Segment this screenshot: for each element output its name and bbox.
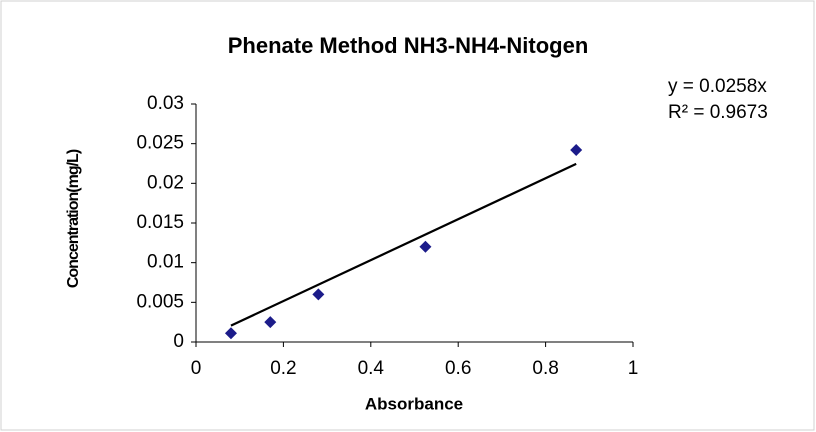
x-tick-label: 0.8 xyxy=(532,358,558,379)
x-tick-label: 0.4 xyxy=(358,358,385,379)
y-tick-label: 0.01 xyxy=(147,252,184,273)
y-tick-label: 0.02 xyxy=(147,172,184,193)
data-point xyxy=(419,240,432,253)
x-tick-label: 0 xyxy=(191,358,202,379)
y-tick-label: 0.015 xyxy=(136,212,184,233)
chart-title: Phenate Method NH3-NH4-Nitogen xyxy=(228,33,589,58)
x-tick-label: 0.2 xyxy=(270,358,296,379)
data-point xyxy=(570,144,583,157)
x-axis-label: Absorbance xyxy=(365,394,463,413)
data-point xyxy=(312,288,325,301)
y-tick-label: 0 xyxy=(173,331,184,352)
y-tick-label: 0.025 xyxy=(136,133,184,154)
y-axis-label: Concentration(mg/L) xyxy=(65,149,82,288)
x-tick-label: 1 xyxy=(628,358,639,379)
y-tick-label: 0.03 xyxy=(147,93,184,114)
y-tick-label: 0.005 xyxy=(136,291,184,312)
equation: y = 0.0258x xyxy=(668,76,767,97)
x-tick-label: 0.6 xyxy=(445,358,471,379)
data-point xyxy=(264,316,277,329)
data-point xyxy=(224,327,237,340)
r-squared: R² = 0.9673 xyxy=(668,102,768,123)
trendline xyxy=(230,162,577,327)
